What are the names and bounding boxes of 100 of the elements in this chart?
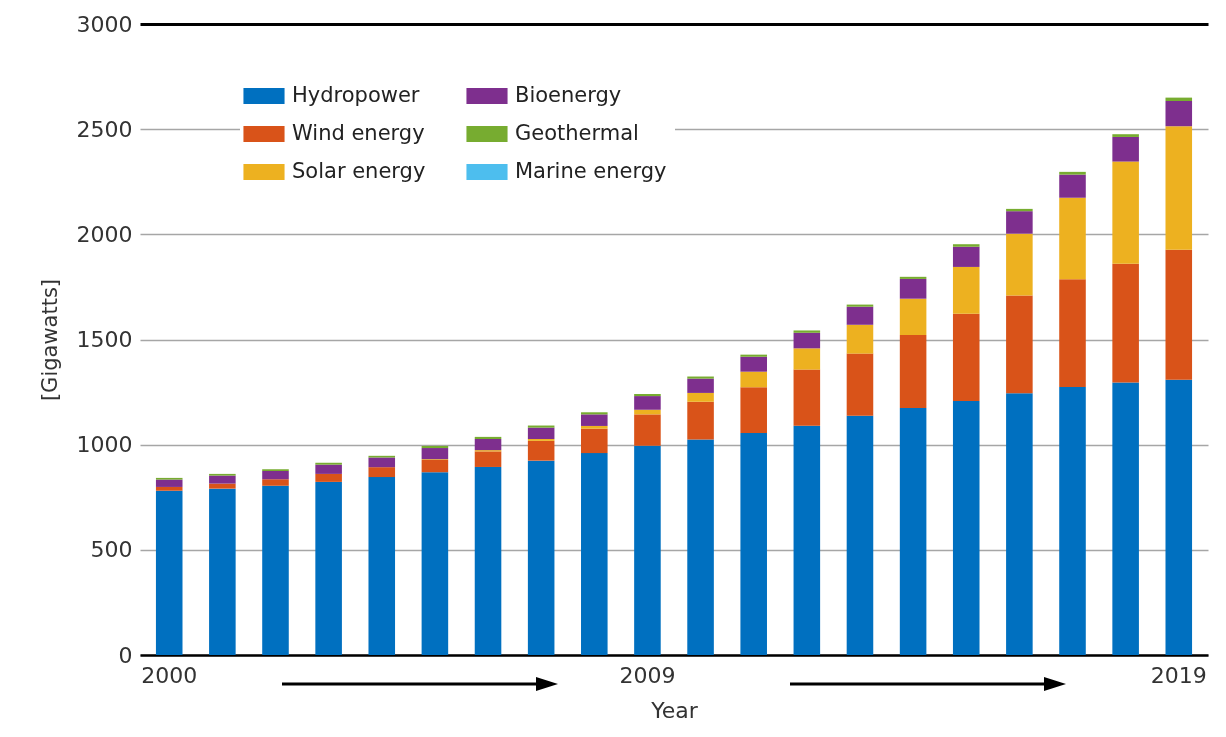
y-tick-label: 1500 [76, 327, 133, 352]
y-tick-label: 3000 [76, 11, 133, 37]
bar [209, 475, 236, 484]
bar [1059, 174, 1086, 198]
legend-label: Solar energy [292, 159, 426, 183]
bar [793, 369, 821, 426]
x-axis-title: Year [650, 697, 699, 723]
bar [1006, 211, 1033, 234]
legend-label: Wind energy [292, 121, 425, 145]
bar [793, 332, 821, 349]
bar [315, 481, 342, 655]
legend-label: Marine energy [515, 159, 667, 183]
bar [1165, 100, 1193, 127]
bar [899, 278, 927, 299]
bar [899, 408, 927, 655]
x-tick-label: 2009 [619, 662, 676, 688]
bar [634, 445, 661, 655]
bar [421, 460, 449, 473]
y-axis-title: [Gigawatts] [37, 278, 62, 402]
bar [155, 479, 183, 487]
bar [687, 376, 714, 379]
bar [1059, 279, 1086, 388]
bar [1112, 263, 1139, 383]
bar [155, 490, 183, 655]
bar [262, 470, 289, 480]
legend-label: Geothermal [515, 121, 639, 145]
bar [1112, 382, 1139, 655]
bar [1112, 161, 1139, 264]
y-tick-label: 0 [118, 642, 133, 668]
bar [581, 425, 608, 429]
y-tick-label: 1000 [76, 432, 133, 458]
bar [740, 371, 767, 388]
bar [1165, 379, 1193, 655]
bar [846, 324, 874, 354]
bar [634, 414, 661, 446]
bar [793, 330, 821, 333]
bar [474, 466, 502, 655]
bar [368, 467, 396, 478]
bar [1112, 136, 1139, 162]
bar [899, 276, 927, 279]
bar [262, 479, 289, 486]
legend-label: Bioenergy [515, 83, 622, 107]
bar [1006, 295, 1033, 394]
bar [421, 448, 449, 460]
bar [1165, 126, 1193, 250]
bar [581, 414, 608, 426]
bar [846, 353, 874, 416]
bar [740, 387, 767, 433]
bar [581, 453, 608, 655]
bar [1059, 387, 1086, 655]
y-tick-label: 500 [90, 537, 133, 563]
bar [527, 460, 555, 655]
bar [634, 393, 661, 397]
bar [687, 439, 714, 655]
bar [421, 445, 449, 449]
bar [952, 266, 980, 314]
bar [474, 438, 502, 451]
bar [474, 451, 502, 467]
bar [740, 432, 767, 655]
bar [952, 244, 980, 247]
y-tick-label: 2000 [76, 221, 133, 247]
bar [740, 356, 767, 372]
bar [209, 483, 236, 489]
bar [581, 428, 608, 454]
bar [262, 485, 289, 655]
bar [793, 348, 821, 370]
bar [368, 457, 396, 468]
bar [899, 335, 927, 409]
bar [209, 488, 236, 655]
bar [1112, 134, 1139, 137]
bar [421, 472, 449, 655]
bar [1165, 249, 1193, 380]
bar [527, 427, 555, 439]
bar [899, 298, 927, 336]
bar [687, 378, 714, 393]
bar [315, 473, 342, 482]
bar [1059, 171, 1086, 175]
bar [846, 415, 874, 655]
bar [368, 477, 396, 655]
bar [1006, 233, 1033, 296]
bar [740, 354, 767, 357]
bar [527, 440, 555, 461]
bar [793, 425, 821, 655]
bar [581, 412, 608, 415]
x-tick-label: 2000 [141, 662, 198, 688]
x-tick-label: 2019 [1150, 662, 1207, 688]
bar [952, 313, 980, 401]
bar [846, 304, 874, 307]
bar [474, 436, 502, 439]
bar [527, 425, 555, 428]
bar [687, 392, 714, 402]
bar [634, 396, 661, 410]
bar [1165, 97, 1193, 101]
bar [952, 246, 980, 267]
bar [315, 464, 342, 474]
bar [1006, 393, 1033, 655]
legend-label: Hydropower [292, 83, 420, 107]
bar [952, 400, 980, 655]
bar [155, 486, 183, 491]
bar [687, 401, 714, 440]
